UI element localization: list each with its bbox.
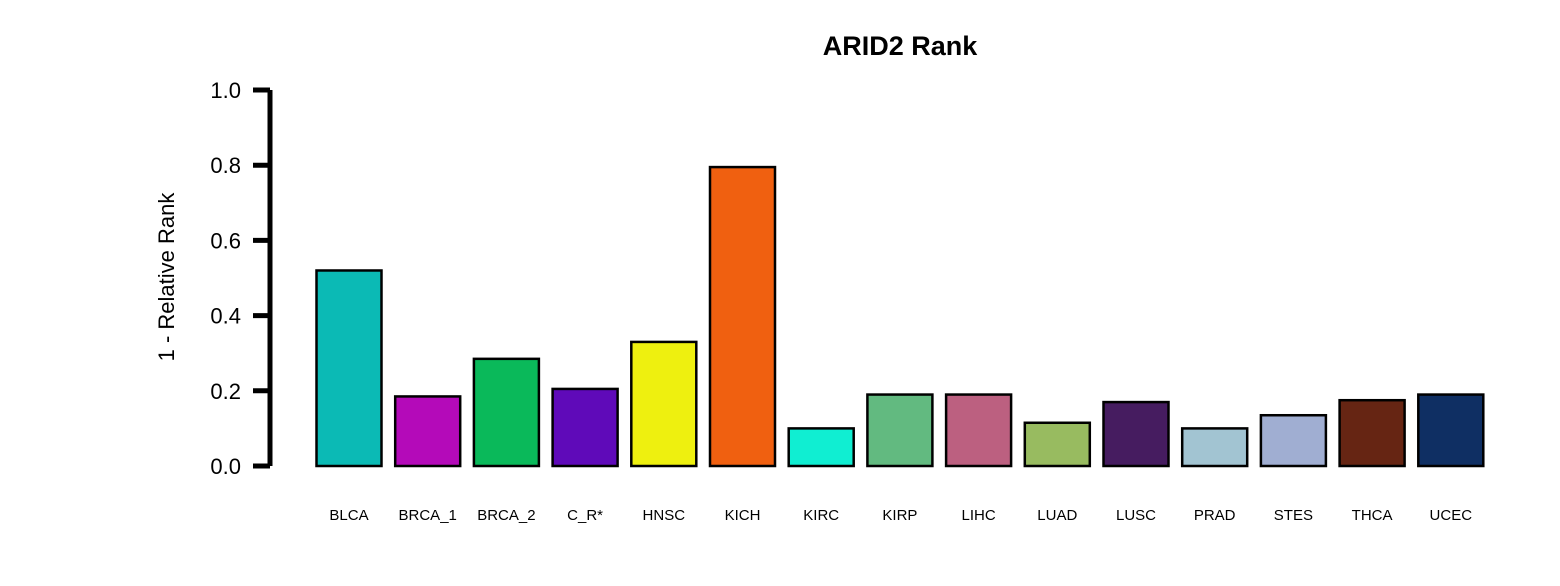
bar-brca-2 [472, 357, 541, 468]
bar-ucec [1417, 393, 1485, 468]
bar-c-r [551, 387, 619, 468]
y-tick-label: 0.6 [210, 228, 241, 253]
chart-title: ARID2 Rank [823, 31, 979, 61]
y-tick-label: 0.2 [210, 379, 241, 404]
bar-kich [708, 165, 777, 468]
y-tick-label: 0.4 [210, 304, 241, 329]
bar-thca [1338, 398, 1406, 468]
bar-kirc [787, 427, 855, 468]
x-tick-labels: BLCA BRCA_1 BRCA_2 C_R* HNSC KICH KIRC KIRP LIHC… [329, 507, 1472, 524]
x-tick-label: KIRC [803, 507, 839, 524]
x-tick-label: THCA [1352, 507, 1393, 524]
x-tick-label: STES [1274, 507, 1313, 524]
x-tick-label: KIRP [882, 507, 917, 524]
x-tick-label: LUAD [1037, 507, 1077, 524]
bar-luad [1023, 421, 1092, 468]
bar-lihc [944, 393, 1013, 468]
y-tick-label: 1.0 [210, 78, 241, 103]
x-tick-label: BLCA [329, 507, 368, 524]
bar-blca [315, 269, 383, 468]
y-axis-label: 1 - Relative Rank [154, 192, 179, 362]
x-tick-label: PRAD [1194, 507, 1236, 524]
bar-kirp [866, 393, 934, 468]
x-tick-label: LUSC [1116, 507, 1156, 524]
x-tick-label: LIHC [962, 507, 996, 524]
x-tick-label: UCEC [1430, 507, 1473, 524]
x-tick-label: C_R* [567, 507, 603, 524]
bar-brca-1 [393, 395, 462, 468]
bar-hnsc [630, 340, 698, 468]
bar-prad [1180, 427, 1249, 468]
x-tick-label: HNSC [643, 507, 686, 524]
y-axis: 0.0 0.2 0.4 0.6 0.8 1.0 [210, 78, 273, 479]
bars-group [315, 165, 1485, 468]
x-tick-label: BRCA_1 [399, 507, 457, 524]
bar-stes [1259, 413, 1328, 468]
x-tick-label: KICH [725, 507, 761, 524]
y-tick-label: 0.8 [210, 153, 241, 178]
y-tick-label: 0.0 [210, 454, 241, 479]
bar-lusc [1102, 400, 1170, 468]
x-tick-label: BRCA_2 [477, 507, 535, 524]
